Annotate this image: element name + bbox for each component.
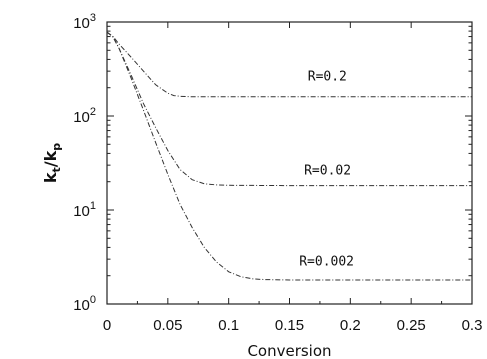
x-axis: 0 0.05 0.1 0.15 0.2 0.25 0.3 bbox=[103, 22, 483, 334]
x-tick-label: 0.1 bbox=[218, 317, 239, 334]
x-tick-label: 0.05 bbox=[153, 317, 182, 334]
x-tick-label: 0.2 bbox=[340, 317, 361, 334]
y-tick-label: 102 bbox=[73, 106, 96, 126]
x-axis-title: Conversion bbox=[247, 342, 331, 359]
series-labels: R=0.2 R=0.02 R=0.002 bbox=[299, 69, 354, 269]
y-axis: 100 101 102 103 bbox=[73, 12, 472, 314]
series-line-3 bbox=[106, 31, 472, 281]
x-tick-label: 0.15 bbox=[275, 317, 304, 334]
y-tick-label: 101 bbox=[73, 200, 96, 220]
y-tick-label: 103 bbox=[73, 12, 96, 32]
series-group bbox=[106, 31, 472, 281]
y-axis-title-sub-t: t bbox=[50, 167, 63, 172]
y-axis-title-main: k bbox=[41, 172, 60, 183]
y-tick-label: 100 bbox=[73, 294, 96, 314]
series-line-2 bbox=[106, 31, 472, 187]
y-axis-title-sub-p: p bbox=[50, 143, 63, 151]
series-line-1 bbox=[106, 31, 472, 98]
y-axis-title-sep: /k bbox=[41, 150, 60, 167]
series-label-2: R=0.02 bbox=[304, 163, 351, 178]
x-tick-label: 0 bbox=[103, 317, 111, 334]
x-tick-label: 0.25 bbox=[397, 317, 426, 334]
series-label-3: R=0.002 bbox=[299, 255, 354, 270]
y-axis-title: kt/kp bbox=[41, 143, 63, 183]
plot-frame bbox=[106, 21, 473, 305]
x-tick-label: 0.3 bbox=[462, 317, 483, 334]
series-label-1: R=0.2 bbox=[308, 69, 347, 84]
